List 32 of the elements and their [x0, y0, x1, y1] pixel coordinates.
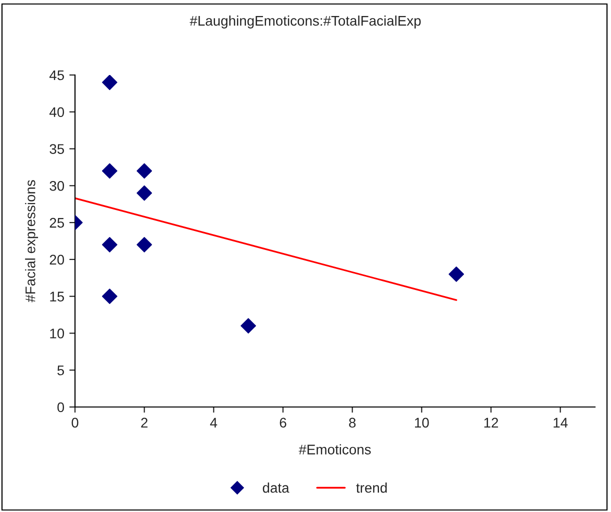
- point: [136, 236, 152, 252]
- y-tick-label: 40: [49, 107, 64, 118]
- y-tick-label: 15: [50, 292, 64, 302]
- point: [240, 318, 256, 334]
- x-tick-label: 2: [141, 418, 148, 428]
- y-tick-label: 5: [57, 366, 64, 376]
- point: [102, 75, 118, 90]
- y-tick-label: 45: [49, 70, 64, 80]
- point: [448, 266, 464, 282]
- legend-label: data: [262, 482, 290, 493]
- point: [102, 236, 118, 252]
- x-tick-label: 0: [72, 418, 78, 428]
- point: [102, 288, 118, 304]
- chart-title: #LaughingEmoticons:#TotalFacialExp: [190, 16, 421, 28]
- x-tick-label: 8: [349, 418, 356, 428]
- x-tick-label: 12: [484, 418, 498, 428]
- x-axis-title: #Emoticons: [298, 444, 371, 454]
- point: [102, 163, 118, 179]
- x-tick-label: 6: [280, 418, 286, 428]
- y-tick-label: 20: [50, 254, 64, 265]
- y-tick-label: 30: [50, 181, 64, 191]
- y-tick-label: 10: [50, 328, 64, 338]
- y-tick-label: 35: [50, 144, 64, 154]
- y-tick-label: 25: [50, 218, 64, 228]
- y-axis-title: #Facial expressions: [25, 180, 38, 302]
- point: [136, 163, 152, 179]
- y-tick-label: 0: [57, 402, 64, 412]
- x-tick-label: 4: [210, 418, 218, 428]
- point: [136, 185, 152, 201]
- legend-label: trend: [356, 482, 387, 493]
- x-tick-label: 14: [554, 418, 568, 428]
- x-tick-label: 10: [415, 418, 429, 428]
